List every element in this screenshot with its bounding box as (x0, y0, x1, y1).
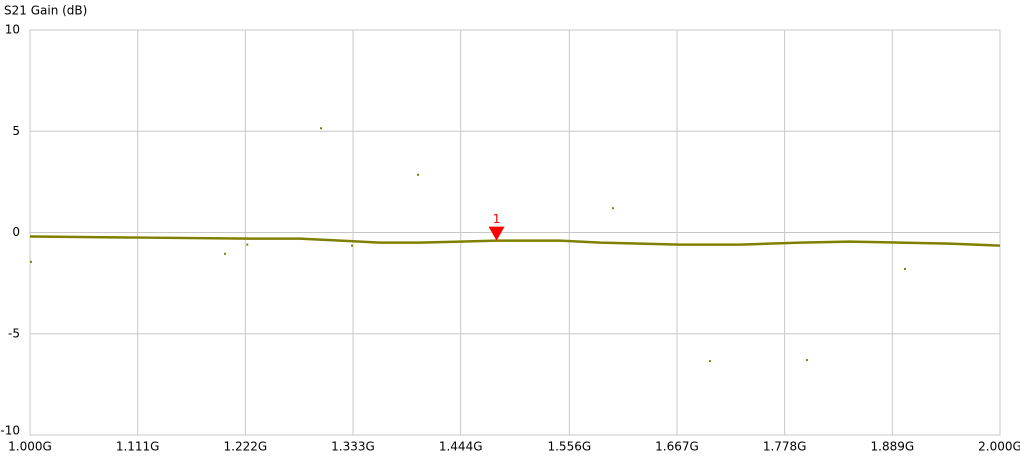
data-point (708, 360, 711, 363)
data-point (611, 207, 614, 210)
x-tick-label: 1.333G (331, 440, 375, 454)
data-point (903, 267, 906, 270)
x-tick-label: 1.444G (439, 440, 483, 454)
x-tick-label: 1.000G (8, 440, 52, 454)
data-point (320, 127, 322, 130)
trace (29, 235, 1001, 247)
data-point (417, 173, 419, 176)
y-tick-label: -5 (8, 326, 20, 340)
marker (488, 226, 505, 241)
y-tick-label: -10 (0, 424, 20, 438)
data-point (246, 243, 249, 246)
y-tick-label: 5 (12, 124, 20, 138)
x-tick-label: 1.889G (871, 440, 915, 454)
y-axis-title: S21 Gain (dB) (4, 4, 87, 18)
data-point (805, 359, 808, 362)
x-tick-label: 1.222G (224, 440, 268, 454)
x-tick-label: 1.667G (655, 440, 699, 454)
data-point (29, 260, 32, 263)
x-tick-label: 1.556G (547, 440, 591, 454)
marker-label: 1 (493, 212, 501, 226)
x-tick-label: 1.111G (116, 440, 160, 454)
data-point (223, 252, 226, 255)
data-point (351, 244, 354, 247)
y-tick-label: 10 (5, 23, 20, 37)
y-tick-label: 0 (12, 225, 20, 239)
x-tick-label: 2.000G (978, 440, 1020, 454)
x-tick-label: 1.778G (763, 440, 807, 454)
